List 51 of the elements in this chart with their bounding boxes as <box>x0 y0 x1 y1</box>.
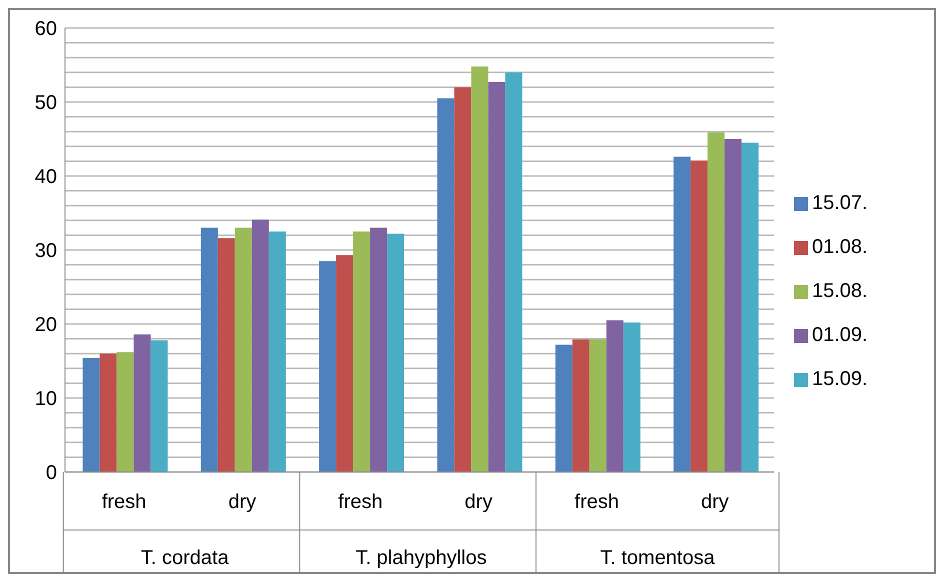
legend-label: 15.08. <box>812 280 868 302</box>
bar <box>252 220 269 472</box>
bar <box>488 82 506 472</box>
bar <box>200 228 218 472</box>
bar <box>623 322 640 472</box>
x-tick-label: fresh <box>338 491 383 513</box>
bar <box>336 255 354 472</box>
y-tick-label: 50 <box>34 92 57 114</box>
bar <box>82 358 100 472</box>
bar <box>690 160 708 472</box>
bar <box>319 261 336 472</box>
bar <box>370 228 388 472</box>
x-tick-label: dry <box>464 491 492 513</box>
y-tick-label: 20 <box>34 314 57 336</box>
x-tick-label: fresh <box>574 491 619 513</box>
x-tick-label: dry <box>228 491 256 513</box>
bar <box>387 234 404 472</box>
legend-label: 01.08. <box>812 236 868 258</box>
legend-label: 15.09. <box>812 368 868 390</box>
bar <box>724 139 742 472</box>
text: T. plahyphyllos <box>356 547 487 569</box>
bar <box>353 232 370 472</box>
bar <box>674 156 691 472</box>
y-tick-label: 40 <box>34 166 57 188</box>
bar <box>589 340 606 472</box>
legend-label: 15.07. <box>812 192 868 214</box>
y-tick-label: 10 <box>34 388 57 410</box>
bar <box>606 320 624 472</box>
bar <box>116 352 134 472</box>
bar <box>708 132 725 472</box>
y-tick-label: 60 <box>34 18 57 40</box>
legend-label: 01.09. <box>812 324 868 346</box>
text: T. tomentosa <box>600 547 716 569</box>
bar <box>437 98 454 472</box>
bar <box>218 238 235 472</box>
bar <box>505 72 522 472</box>
bar <box>100 354 117 472</box>
bar <box>268 232 286 472</box>
text: T. cordata <box>140 547 230 569</box>
bar <box>234 228 252 472</box>
y-tick-label: 0 <box>46 462 57 484</box>
x-tick-label: fresh <box>102 491 146 513</box>
bar <box>555 344 572 472</box>
bar <box>471 66 488 472</box>
bar <box>572 340 590 472</box>
bar <box>454 87 472 472</box>
x-tick-label: dry <box>701 491 729 513</box>
bar <box>134 334 151 472</box>
bar <box>150 340 168 472</box>
y-tick-label: 30 <box>34 240 57 262</box>
bar <box>742 142 759 472</box>
